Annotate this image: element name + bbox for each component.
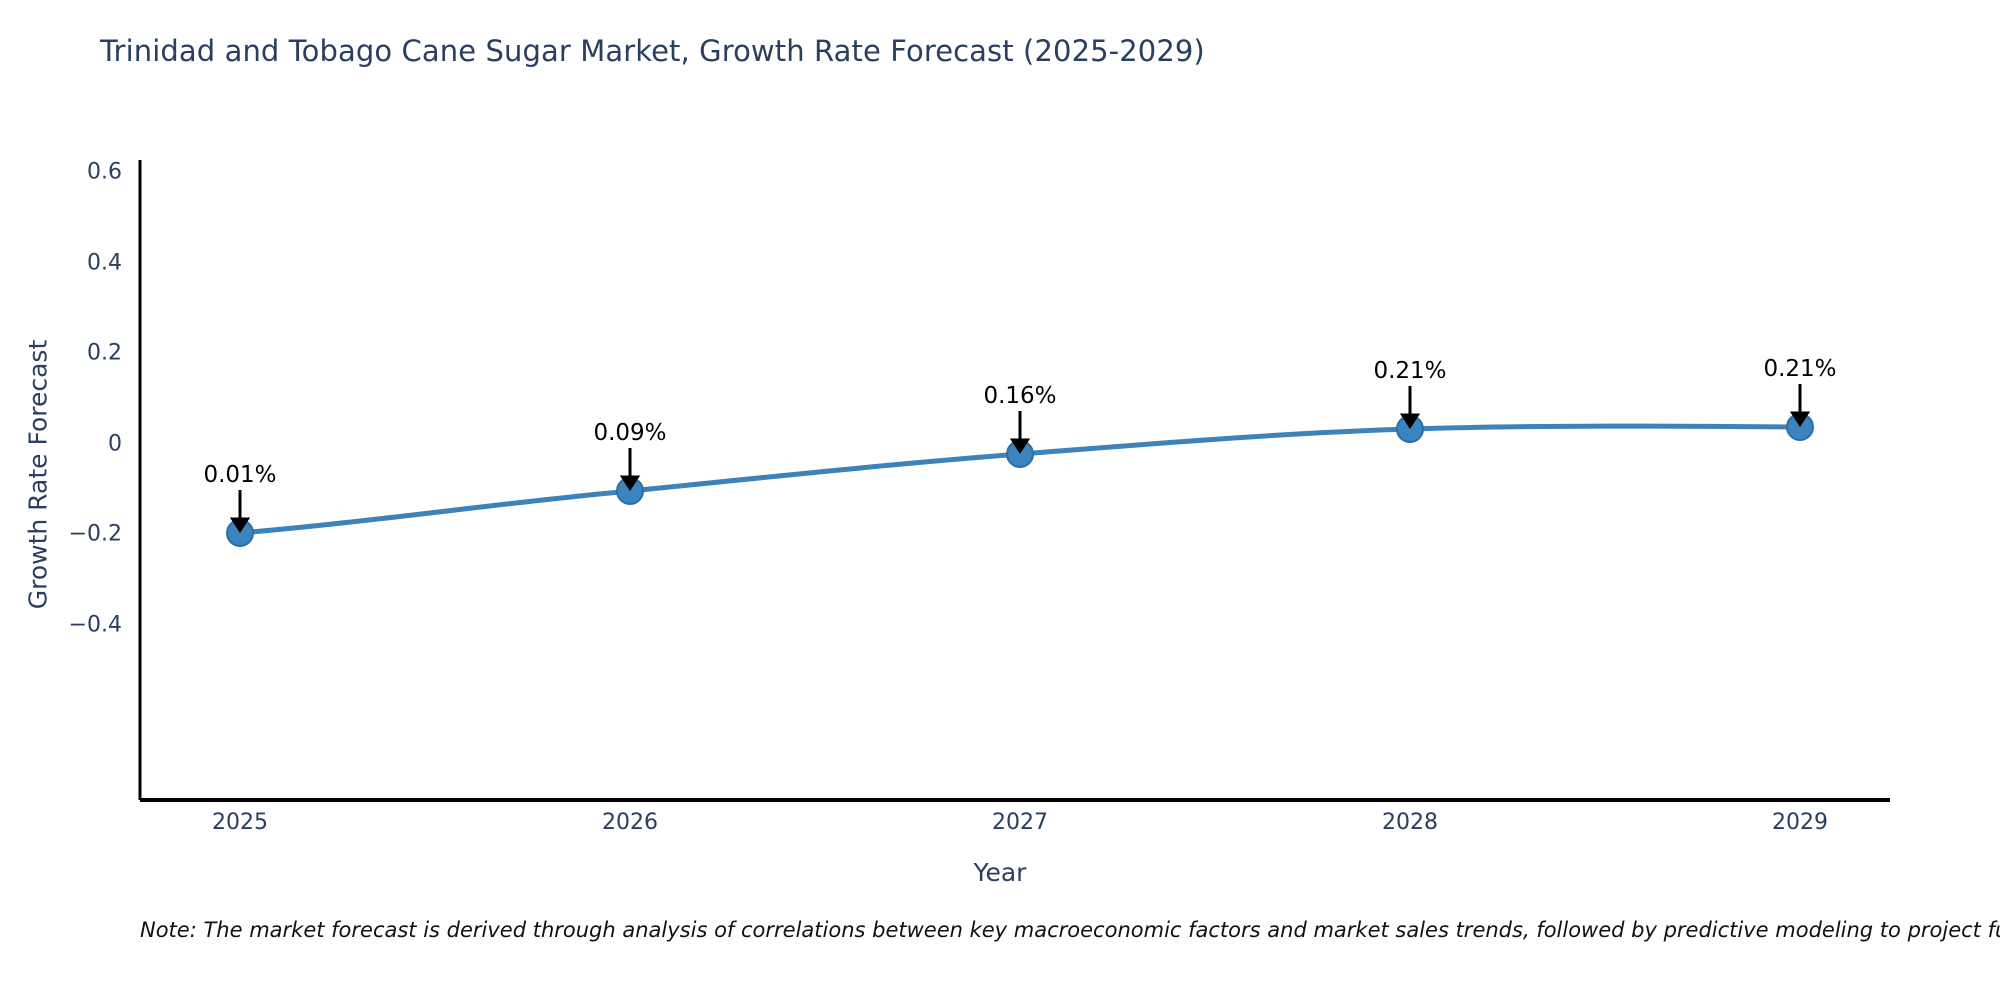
y-tick-label: −0.4: [68, 612, 122, 638]
y-tick-label: −0.2: [68, 521, 122, 547]
data-point-label: 0.21%: [1373, 358, 1447, 384]
x-tick-label: 2025: [212, 810, 268, 835]
y-axis-ticks: 0.6 0.4 0.2 0 −0.2 −0.4: [0, 0, 122, 1000]
page-title: Trinidad and Tobago Cane Sugar Market, G…: [100, 34, 1205, 68]
data-point-label: 0.09%: [593, 420, 667, 446]
data-point-label: 0.16%: [983, 383, 1057, 409]
x-tick-label: 2026: [602, 810, 658, 835]
y-tick-label: 0.2: [87, 340, 122, 366]
y-tick-label: 0.6: [87, 159, 122, 185]
data-point-label: 0.01%: [203, 462, 277, 488]
data-point-label: 0.21%: [1763, 356, 1837, 382]
y-tick-label: 0: [108, 431, 122, 457]
x-tick-label: 2029: [1772, 810, 1828, 835]
x-tick-label: 2027: [992, 810, 1048, 835]
y-tick-label: 0.4: [87, 250, 122, 276]
x-tick-label: 2028: [1382, 810, 1438, 835]
footnote: Note: The market forecast is derived thr…: [140, 918, 2000, 942]
x-axis-label: Year: [973, 858, 1027, 887]
